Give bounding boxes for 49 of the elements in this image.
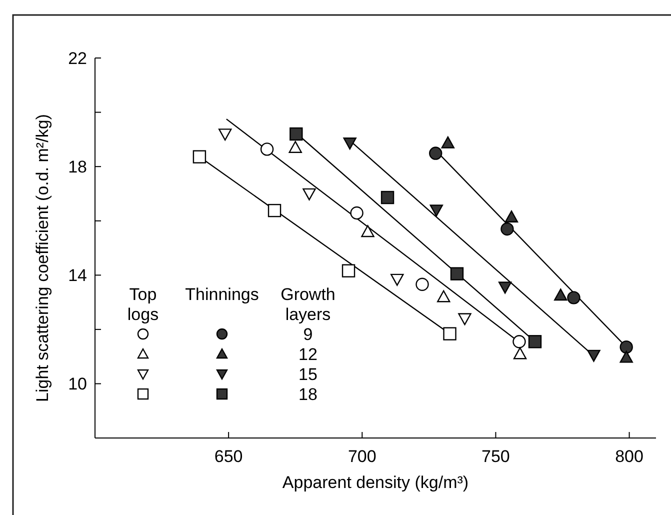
point: [260, 142, 274, 156]
point: [458, 313, 472, 326]
point: [342, 264, 356, 278]
x-tick-label: 700: [348, 447, 376, 466]
point: [437, 290, 450, 302]
point: [498, 282, 512, 294]
point: [429, 146, 442, 160]
point: [380, 190, 394, 204]
point: [512, 335, 526, 348]
point: [528, 335, 542, 348]
annotation: 18: [298, 385, 318, 404]
point: [302, 188, 316, 200]
annotation: 15: [298, 365, 318, 384]
point: [554, 288, 568, 301]
y-axis-title: Light scattering coefficient (o.d. m²/kg): [33, 114, 52, 402]
point: [567, 291, 580, 304]
point: [218, 128, 232, 141]
point: [416, 278, 429, 291]
point: [350, 206, 364, 220]
y-tick-label: 22: [68, 48, 87, 68]
point: [443, 327, 456, 340]
annotation: 12: [298, 345, 318, 364]
point: [620, 350, 633, 363]
annotation: 9: [303, 325, 313, 344]
annotation: Thinnings: [185, 285, 259, 304]
x-axis-title: Apparent density (kg/m³): [282, 473, 469, 492]
point: [361, 225, 374, 238]
point: [587, 350, 600, 362]
point: [513, 347, 527, 360]
annotation: Growth layers: [280, 285, 336, 324]
y-tick-label: 10: [68, 374, 87, 394]
point: [290, 127, 303, 141]
point: [504, 210, 518, 222]
point: [192, 150, 206, 164]
annotation: Top logs: [127, 285, 159, 324]
x-tick-label: 650: [214, 447, 243, 466]
point: [430, 204, 444, 217]
x-tick-label: 750: [482, 447, 510, 466]
point: [441, 136, 454, 148]
point: [288, 140, 302, 153]
point: [450, 267, 464, 280]
point: [268, 204, 282, 218]
point: [390, 274, 404, 286]
point: [500, 222, 514, 236]
y-tick-label: 14: [68, 266, 87, 286]
point: [620, 340, 633, 354]
point: [343, 138, 356, 150]
x-tick-label: 800: [615, 447, 644, 466]
y-tick-label: 18: [68, 158, 87, 177]
